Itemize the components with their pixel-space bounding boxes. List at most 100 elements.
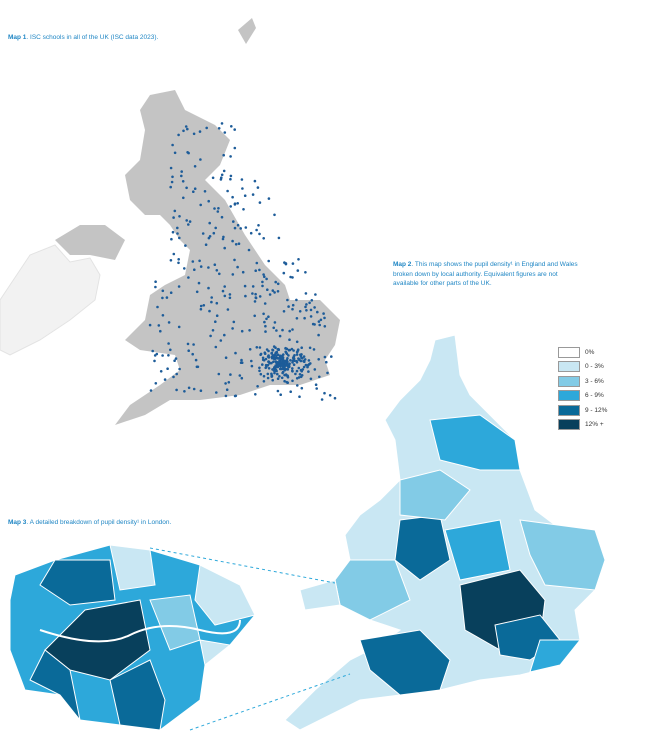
- school-dot: [169, 348, 172, 352]
- school-dot: [178, 215, 181, 218]
- school-dot: [263, 302, 267, 305]
- school-dot: [261, 358, 265, 362]
- school-dot: [171, 230, 175, 234]
- school-dot: [173, 151, 177, 155]
- legend-swatch: [558, 361, 580, 373]
- school-dot: [199, 265, 203, 268]
- school-dot: [291, 379, 294, 383]
- school-dot: [274, 360, 278, 363]
- school-dot: [202, 304, 206, 307]
- school-dot: [172, 252, 176, 256]
- school-dot: [303, 316, 306, 320]
- school-dot: [295, 377, 299, 380]
- school-dot: [240, 376, 244, 380]
- school-dot: [193, 187, 197, 190]
- school-dot: [173, 359, 176, 363]
- school-dot: [268, 293, 272, 296]
- legend-item: 3 - 6%: [558, 374, 607, 389]
- school-dot: [313, 323, 316, 326]
- school-dot: [217, 372, 221, 376]
- school-dot: [326, 371, 329, 375]
- great-britain: [115, 90, 340, 425]
- school-dot: [280, 376, 284, 380]
- school-dot: [254, 393, 257, 396]
- thames: [39, 619, 241, 643]
- legend: 0% 0 - 3% 3 - 6% 6 - 9% 9 - 12% 12% +: [558, 345, 607, 432]
- school-dot: [156, 305, 159, 309]
- school-dot: [298, 358, 301, 362]
- school-dot: [208, 235, 212, 238]
- school-dot: [188, 220, 192, 223]
- school-dot: [161, 314, 165, 317]
- school-dot: [167, 321, 171, 324]
- school-dot: [249, 231, 253, 235]
- school-dot: [208, 309, 211, 313]
- school-dot: [293, 359, 296, 363]
- caption-text: . ISC schools in all of the UK (ISC data…: [26, 34, 159, 41]
- connector: [189, 673, 351, 731]
- school-dot: [222, 153, 225, 157]
- school-dot: [159, 329, 162, 333]
- school-dot: [276, 372, 279, 376]
- school-dot: [325, 360, 328, 364]
- school-dot: [272, 326, 276, 330]
- school-dot: [226, 308, 230, 311]
- school-dot: [183, 390, 186, 393]
- school-dot: [240, 178, 244, 181]
- school-dot: [320, 398, 324, 401]
- school-dot: [295, 369, 299, 373]
- school-dot: [154, 382, 158, 385]
- school-dot: [177, 325, 181, 329]
- school-dot: [251, 285, 255, 288]
- school-dot: [229, 205, 232, 208]
- map-london: [9, 544, 256, 731]
- school-dot: [180, 174, 183, 178]
- school-dot: [276, 389, 280, 393]
- school-dot: [299, 368, 303, 372]
- school-dot: [317, 358, 321, 361]
- school-dot: [214, 345, 218, 349]
- school-dot: [236, 202, 239, 205]
- school-dot: [169, 291, 173, 295]
- school-dot: [240, 329, 244, 333]
- school-dot: [282, 360, 285, 364]
- school-dot: [187, 276, 190, 279]
- school-dot: [259, 352, 263, 356]
- school-dot: [186, 127, 189, 131]
- school-dot: [205, 126, 208, 130]
- school-dot: [266, 372, 270, 376]
- school-dot: [297, 366, 301, 370]
- school-dot: [253, 179, 257, 183]
- school-dot: [233, 258, 236, 262]
- school-dot: [318, 323, 322, 327]
- school-dot: [295, 317, 299, 320]
- school-dot: [291, 356, 295, 360]
- school-dot: [253, 300, 257, 303]
- school-dot: [185, 186, 188, 190]
- school-dot: [155, 352, 159, 356]
- school-dot: [154, 280, 157, 284]
- school-dot: [217, 127, 221, 130]
- borough: [39, 559, 116, 606]
- school-dot: [192, 343, 195, 346]
- school-dot: [217, 207, 220, 210]
- borough: [199, 639, 232, 666]
- school-dot: [191, 260, 195, 263]
- school-dot: [214, 320, 217, 324]
- school-dot: [149, 389, 153, 392]
- school-dot: [286, 374, 289, 378]
- school-dot: [308, 346, 312, 350]
- school-dot: [285, 347, 289, 351]
- school-dot: [270, 374, 274, 378]
- school-dot: [297, 258, 300, 261]
- school-dot: [250, 359, 253, 363]
- school-dot: [271, 348, 274, 352]
- school-dot: [282, 271, 286, 275]
- school-dot: [291, 307, 294, 311]
- region: [444, 519, 511, 581]
- school-dot: [187, 386, 191, 390]
- school-dot: [333, 396, 337, 400]
- school-dot: [180, 170, 183, 173]
- school-dot: [291, 262, 295, 265]
